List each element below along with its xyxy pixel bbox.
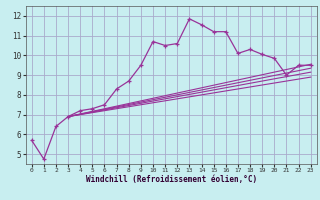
X-axis label: Windchill (Refroidissement éolien,°C): Windchill (Refroidissement éolien,°C) [86, 175, 257, 184]
